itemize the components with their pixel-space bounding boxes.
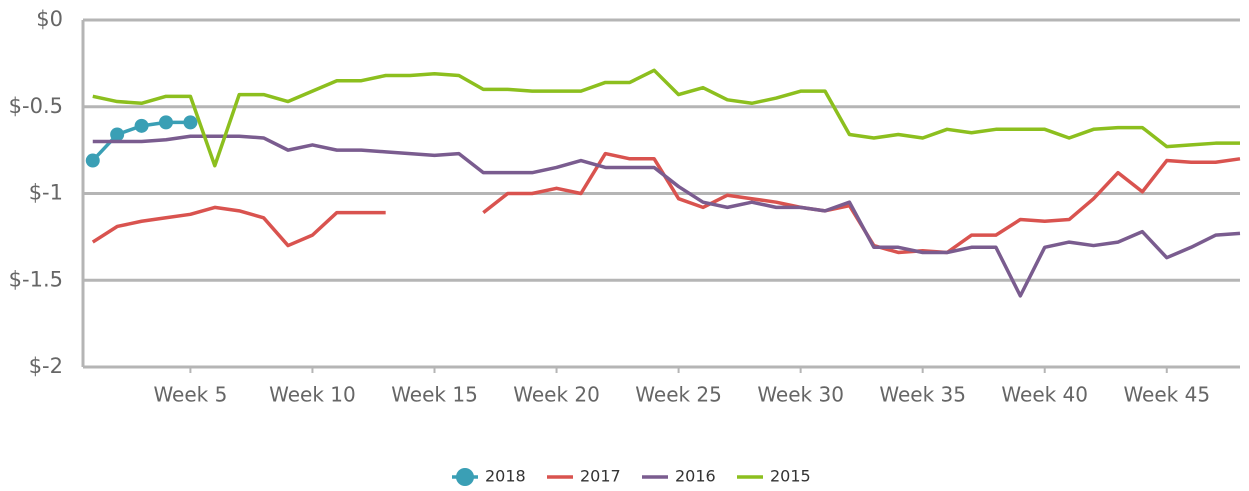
data-point xyxy=(85,153,100,168)
data-point xyxy=(110,127,125,142)
series-line xyxy=(91,151,1241,255)
data-point xyxy=(158,115,173,130)
series-line xyxy=(92,68,1240,168)
y-tick-label: $0 xyxy=(36,7,63,31)
x-tick-label: Week 30 xyxy=(757,383,844,407)
data-point xyxy=(134,118,149,133)
x-tick-label: Week 40 xyxy=(1001,383,1088,407)
x-tick-label: Week 5 xyxy=(153,383,227,407)
legend-label: 2016 xyxy=(675,467,716,486)
x-tick-label: Week 35 xyxy=(879,383,966,407)
x-tick-label: Week 20 xyxy=(513,383,600,407)
x-tick-label: Week 25 xyxy=(635,383,722,407)
legend-label: 2015 xyxy=(770,467,811,486)
legend-label: 2017 xyxy=(580,467,621,486)
data-point xyxy=(183,115,198,130)
x-tick-label: Week 15 xyxy=(391,383,478,407)
x-tick-label: Week 10 xyxy=(269,383,356,407)
y-tick-label: $-1.5 xyxy=(9,267,63,291)
series-line xyxy=(92,134,1241,298)
y-tick-label: $-0.5 xyxy=(9,94,63,118)
y-tick-label: $-1 xyxy=(29,181,63,205)
y-tick-label: $-2 xyxy=(29,354,63,378)
x-tick-label: Week 45 xyxy=(1123,383,1210,407)
legend-marker xyxy=(456,468,474,486)
legend-label: 2018 xyxy=(485,467,526,486)
